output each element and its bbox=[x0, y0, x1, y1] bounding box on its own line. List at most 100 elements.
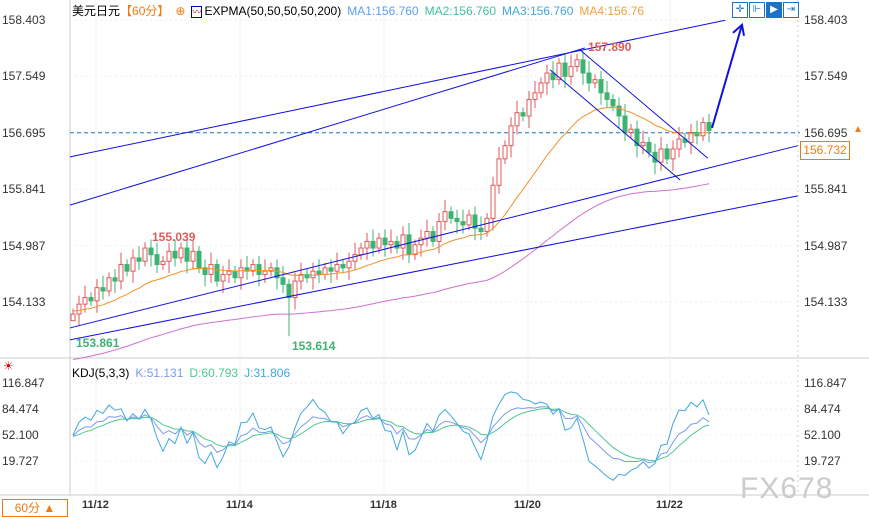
candle bbox=[274, 267, 280, 279]
high-left-label: 155.039 bbox=[152, 230, 196, 244]
candle bbox=[418, 237, 424, 246]
candle bbox=[154, 254, 160, 266]
period-label[interactable]: 【60分】 bbox=[120, 4, 170, 18]
candle bbox=[238, 267, 244, 279]
trendline bbox=[69, 19, 726, 158]
date-tick: 11/14 bbox=[226, 499, 253, 511]
candle bbox=[658, 148, 664, 163]
start-low-label: 153.861 bbox=[76, 336, 120, 350]
candle bbox=[640, 141, 646, 147]
candle bbox=[382, 237, 388, 246]
candle bbox=[562, 62, 568, 77]
candle bbox=[520, 112, 526, 117]
candle bbox=[676, 138, 682, 150]
candle bbox=[664, 148, 670, 160]
candle bbox=[592, 79, 598, 84]
candle bbox=[610, 98, 616, 107]
candle bbox=[118, 264, 124, 282]
trendline bbox=[69, 47, 585, 206]
trendline bbox=[69, 195, 798, 341]
candle bbox=[700, 122, 706, 137]
current-price-box: 156.732 bbox=[800, 141, 850, 160]
candle bbox=[250, 264, 256, 272]
candle bbox=[586, 72, 592, 84]
candle bbox=[148, 247, 154, 256]
price-marker-icon: ▲ bbox=[853, 124, 863, 135]
candle bbox=[706, 122, 712, 131]
candle bbox=[316, 270, 322, 275]
candle bbox=[634, 128, 640, 147]
price-tick-right: 154.133 bbox=[804, 294, 848, 309]
k-value: K:51.131 bbox=[135, 366, 184, 380]
candle bbox=[340, 264, 346, 269]
candle bbox=[484, 217, 490, 233]
candle bbox=[412, 244, 418, 256]
price-tick-left: 154.987 bbox=[2, 238, 46, 253]
candle bbox=[220, 273, 226, 282]
arrow-head-icon bbox=[732, 22, 745, 36]
candle bbox=[466, 214, 472, 226]
add-icon[interactable]: ⊕ bbox=[175, 4, 186, 18]
crosshair-icon[interactable]: ✛ bbox=[732, 2, 748, 18]
candle bbox=[472, 214, 478, 229]
candle bbox=[394, 240, 400, 249]
kdj-tick-right: 116.847 bbox=[804, 376, 847, 390]
kdj-tick-left: 19.727 bbox=[2, 454, 39, 468]
candle bbox=[532, 92, 538, 100]
play-icon[interactable]: ▶ bbox=[766, 2, 782, 18]
low-label: 153.614 bbox=[292, 339, 336, 353]
period-button[interactable]: 60分 ▲ bbox=[2, 499, 68, 517]
ma3-value: MA3:156.760 bbox=[502, 4, 574, 18]
ma2-value: MA2:156.760 bbox=[424, 4, 496, 18]
candle bbox=[196, 250, 202, 269]
price-tick-left: 154.133 bbox=[2, 294, 46, 309]
k-line bbox=[72, 406, 710, 464]
exit-icon[interactable]: ⇥ bbox=[783, 2, 799, 18]
candle bbox=[424, 231, 430, 239]
candle bbox=[514, 112, 520, 127]
candle bbox=[442, 211, 448, 223]
forecast-arrow bbox=[711, 24, 743, 129]
price-tick-left: 156.695 bbox=[2, 125, 46, 140]
candle bbox=[226, 270, 232, 275]
candle bbox=[376, 237, 382, 249]
price-tick-left: 158.403 bbox=[2, 13, 46, 27]
j-value: J:31.806 bbox=[244, 366, 291, 380]
ema-short-line bbox=[72, 106, 710, 312]
indicator-icon[interactable]: 〰 bbox=[191, 6, 203, 18]
candle bbox=[574, 59, 580, 67]
settings-sun-icon[interactable]: ☀ bbox=[3, 359, 14, 373]
trendline bbox=[69, 145, 798, 329]
kdj-tick-left: 52.100 bbox=[2, 428, 39, 442]
candle bbox=[556, 62, 562, 81]
candle bbox=[268, 267, 274, 272]
candle bbox=[292, 280, 298, 299]
price-tick-right: 157.549 bbox=[804, 69, 848, 84]
candle bbox=[622, 115, 628, 133]
candle bbox=[190, 250, 196, 262]
candle bbox=[370, 240, 376, 249]
candle bbox=[538, 82, 544, 94]
candle bbox=[202, 267, 208, 275]
trendline bbox=[579, 49, 709, 159]
candle bbox=[82, 297, 88, 305]
candle bbox=[172, 250, 178, 259]
range-icon[interactable]: ⊩ bbox=[749, 2, 765, 18]
date-tick: 11/20 bbox=[514, 499, 541, 511]
candle bbox=[568, 65, 574, 77]
candle bbox=[136, 257, 142, 262]
candle bbox=[478, 227, 484, 233]
chart-header: 美元日元【60分】 ⊕ 〰 EXPMA(50,50,50,50,200) MA1:156… bbox=[72, 2, 650, 19]
watermark: FX678 bbox=[740, 472, 834, 505]
date-tick: 11/12 bbox=[82, 499, 109, 511]
d-value: D:60.793 bbox=[189, 366, 239, 380]
candle bbox=[688, 131, 694, 143]
candle bbox=[496, 158, 502, 186]
candle bbox=[628, 128, 634, 133]
candle bbox=[298, 273, 304, 282]
kdj-tick-right: 52.100 bbox=[804, 428, 841, 442]
price-tick-right: 156.695 bbox=[804, 125, 848, 140]
candle bbox=[214, 264, 220, 282]
